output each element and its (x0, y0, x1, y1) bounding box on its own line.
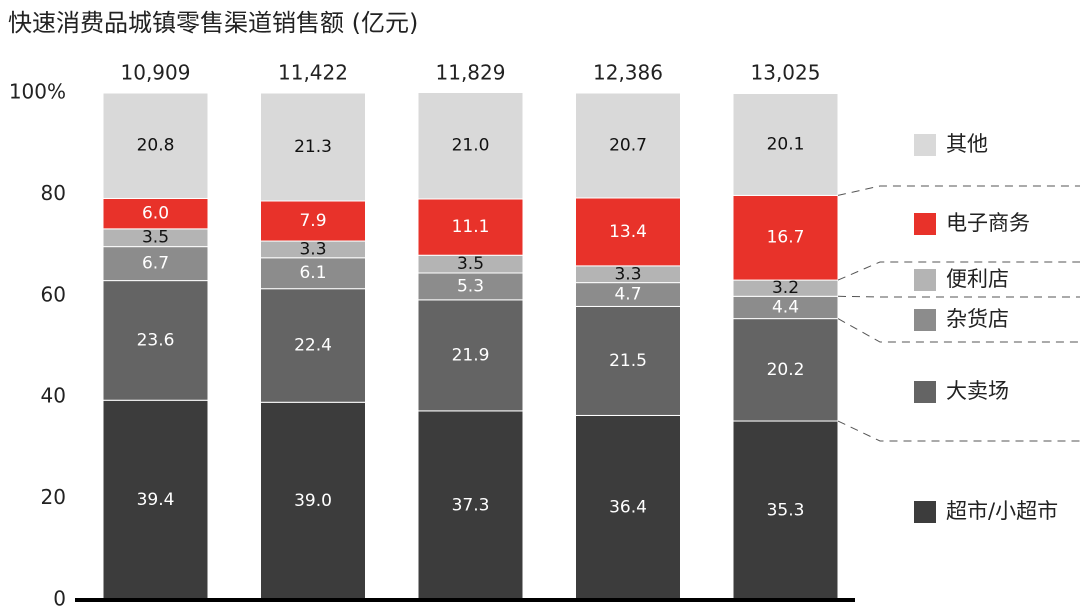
legend-swatch (914, 381, 936, 403)
data-label: 20.7 (609, 135, 647, 155)
data-label: 20.8 (137, 136, 175, 156)
legend-swatch (914, 134, 936, 156)
data-label: 3.5 (142, 228, 169, 248)
data-label: 39.4 (137, 490, 175, 510)
y-tick-label: 40 (41, 384, 66, 408)
data-label: 21.0 (452, 136, 490, 156)
legend-swatch (914, 309, 936, 331)
legend-label: 超市/小超市 (946, 499, 1058, 523)
bar-segment (575, 197, 681, 267)
legend-label: 其他 (946, 132, 988, 156)
data-label: 21.9 (452, 345, 490, 365)
bar-segment (102, 197, 209, 230)
bar-segment (102, 399, 209, 601)
bar-segment (260, 257, 366, 290)
bar-segment (417, 198, 524, 256)
bar-segment (260, 200, 366, 242)
data-label: 6.7 (142, 254, 169, 274)
connector (837, 261, 1080, 281)
connector (837, 318, 1080, 343)
legend-label: 便利店 (946, 267, 1009, 291)
total-label: 10,909 (121, 61, 191, 85)
connector (837, 295, 1080, 298)
data-label: 21.5 (609, 351, 647, 371)
data-label: 5.3 (457, 276, 484, 296)
data-label: 3.3 (299, 239, 326, 259)
bar-segment (417, 272, 524, 301)
bar-segment (732, 194, 839, 281)
connector (837, 420, 1080, 442)
data-label: 35.3 (767, 501, 805, 521)
data-label: 3.3 (614, 264, 641, 284)
data-label: 16.7 (767, 228, 805, 248)
y-tick-label: 20 (41, 485, 66, 509)
legend-swatch (914, 269, 936, 291)
bar-segment (417, 299, 524, 412)
data-label: 4.7 (614, 285, 641, 305)
bar-segment (575, 92, 681, 199)
bar-segment (260, 288, 366, 403)
data-label: 23.6 (137, 330, 175, 350)
bar-segment (102, 92, 209, 199)
legend-swatch (914, 213, 936, 235)
bar-segment (575, 414, 681, 601)
data-label: 3.5 (457, 254, 484, 274)
data-label: 37.3 (452, 495, 490, 515)
y-tick-label: 100% (9, 80, 66, 104)
total-label: 12,386 (593, 61, 663, 85)
chart-title: 快速消费品城镇零售渠道销售额 (亿元) (8, 9, 418, 37)
total-label: 11,829 (436, 61, 506, 85)
data-label: 7.9 (299, 211, 326, 231)
legend-label: 电子商务 (946, 211, 1030, 235)
data-label: 6.0 (142, 204, 169, 224)
data-label: 4.4 (772, 297, 799, 317)
bar-segment (102, 280, 209, 401)
data-label: 13.4 (609, 222, 647, 242)
bar-segment (732, 420, 839, 601)
data-label: 39.0 (294, 491, 332, 511)
data-label: 36.4 (609, 498, 647, 518)
y-tick-label: 60 (41, 282, 66, 306)
total-label: 11,422 (278, 61, 348, 85)
bar-segment (575, 305, 681, 416)
connector (837, 185, 1080, 196)
legend-label: 大卖场 (946, 379, 1009, 403)
y-tick-label: 0 (53, 587, 66, 611)
total-label: 13,025 (751, 61, 821, 85)
bar-segment (260, 92, 366, 202)
data-label: 20.1 (767, 134, 805, 154)
bar-segment (417, 91, 524, 200)
legend-swatch (914, 501, 936, 523)
bar-segment (732, 93, 839, 196)
data-label: 11.1 (452, 217, 490, 237)
data-label: 20.2 (767, 360, 805, 380)
y-tick-label: 80 (41, 181, 66, 205)
legend-label: 杂货店 (946, 307, 1009, 331)
data-label: 21.3 (294, 137, 332, 157)
data-label: 22.4 (294, 335, 332, 355)
data-label: 3.2 (772, 278, 799, 298)
bar-segment (732, 318, 839, 422)
bar-segment (417, 410, 524, 601)
data-label: 6.1 (299, 263, 326, 283)
